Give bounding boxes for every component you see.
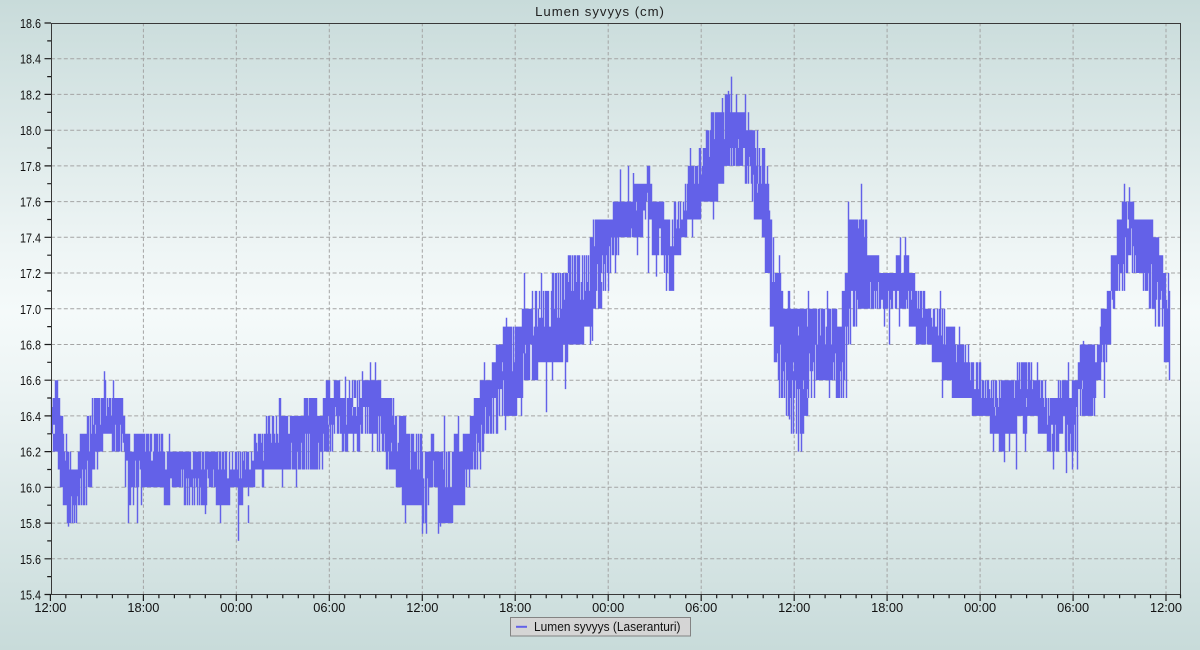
- svg-text:06:00: 06:00: [313, 600, 345, 615]
- svg-text:Lumen syvyys (Laseranturi): Lumen syvyys (Laseranturi): [534, 619, 681, 634]
- svg-text:06:00: 06:00: [685, 600, 717, 615]
- svg-text:12:00: 12:00: [778, 600, 810, 615]
- svg-text:Lumen syvyys (cm): Lumen syvyys (cm): [535, 4, 665, 19]
- svg-text:17.8: 17.8: [20, 159, 41, 174]
- svg-text:00:00: 00:00: [964, 600, 996, 615]
- svg-text:12:00: 12:00: [1150, 600, 1182, 615]
- svg-text:17.6: 17.6: [20, 195, 41, 210]
- svg-text:18:00: 18:00: [499, 600, 531, 615]
- svg-text:15.8: 15.8: [20, 516, 41, 531]
- svg-text:18.0: 18.0: [20, 123, 41, 138]
- svg-text:00:00: 00:00: [592, 600, 624, 615]
- svg-text:18:00: 18:00: [871, 600, 903, 615]
- svg-text:17.2: 17.2: [20, 266, 41, 281]
- svg-text:16.0: 16.0: [20, 480, 41, 495]
- svg-text:18.2: 18.2: [20, 87, 41, 102]
- svg-text:15.6: 15.6: [20, 552, 41, 567]
- svg-text:17.4: 17.4: [20, 230, 41, 245]
- svg-text:16.8: 16.8: [20, 338, 41, 353]
- svg-text:16.6: 16.6: [20, 373, 41, 388]
- svg-text:18.4: 18.4: [20, 52, 41, 67]
- svg-text:00:00: 00:00: [220, 600, 252, 615]
- svg-text:12:00: 12:00: [406, 600, 438, 615]
- svg-text:16.2: 16.2: [20, 445, 41, 460]
- svg-text:18.6: 18.6: [20, 16, 41, 31]
- svg-text:16.4: 16.4: [20, 409, 41, 424]
- svg-text:12:00: 12:00: [34, 600, 66, 615]
- svg-text:17.0: 17.0: [20, 302, 41, 317]
- svg-text:15.4: 15.4: [20, 588, 41, 603]
- svg-text:18:00: 18:00: [127, 600, 159, 615]
- svg-text:06:00: 06:00: [1057, 600, 1089, 615]
